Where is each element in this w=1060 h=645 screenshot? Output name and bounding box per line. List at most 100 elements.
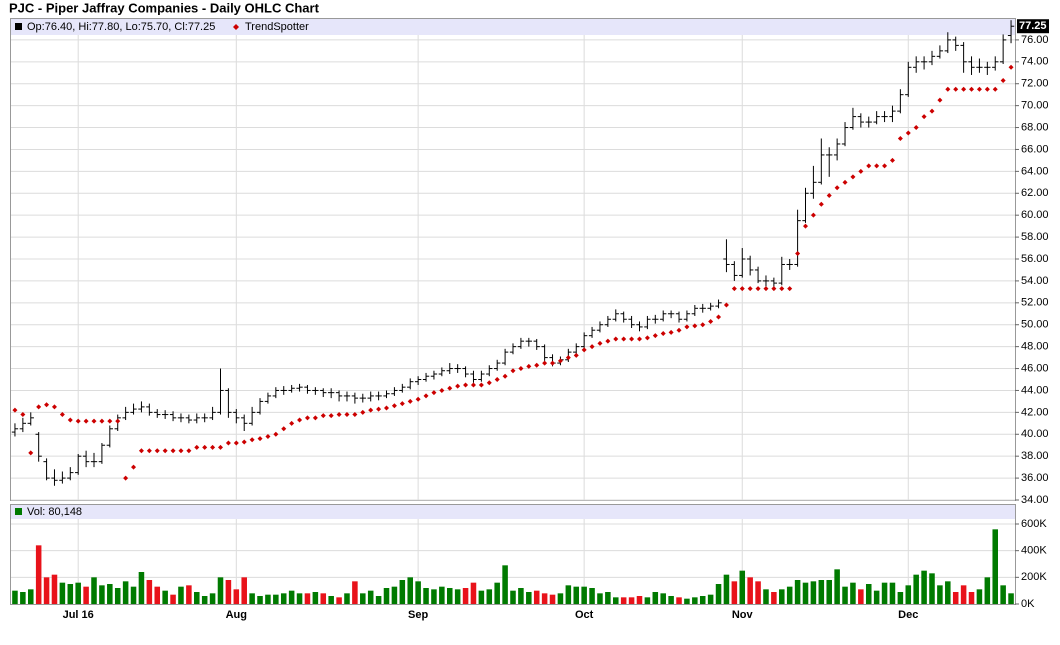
trend-dot xyxy=(415,396,421,402)
volume-bar xyxy=(518,588,524,604)
y-tick-label: 38.00 xyxy=(1021,450,1049,462)
volume-bar xyxy=(107,584,113,604)
trend-dot xyxy=(755,286,761,292)
volume-bar xyxy=(265,594,271,604)
trend-dot xyxy=(423,393,429,399)
trend-dot xyxy=(787,286,793,292)
trend-dot xyxy=(138,448,144,454)
trend-dot xyxy=(486,380,492,386)
volume-bar xyxy=(739,570,746,604)
trend-dot xyxy=(992,86,998,92)
trend-dot xyxy=(368,407,374,413)
y-tick-label: 600K xyxy=(1021,518,1047,530)
ohlc-legend: Op:76.40, Hi:77.80, Lo:75.70, Cl:77.25 xyxy=(27,21,215,33)
trend-dot xyxy=(739,286,745,292)
volume-bar xyxy=(273,594,279,604)
volume-bar xyxy=(541,593,548,604)
volume-bar xyxy=(644,597,651,604)
last-price-label: 77.25 xyxy=(1019,20,1047,32)
y-tick-label: 72.00 xyxy=(1021,78,1049,90)
volume-bar xyxy=(344,593,350,604)
trend-dot xyxy=(186,448,192,454)
y-tick-label: 68.00 xyxy=(1021,121,1049,133)
trend-dot xyxy=(676,327,682,333)
trend-dot xyxy=(550,360,556,366)
volume-bar xyxy=(747,577,753,604)
volume-bar xyxy=(225,580,232,604)
volume-bar xyxy=(130,586,137,604)
trend-dot xyxy=(557,358,563,364)
volume-bar xyxy=(620,597,627,604)
trend-dot xyxy=(99,418,105,424)
volume-bar xyxy=(502,565,508,604)
y-tick-label: 34.00 xyxy=(1021,494,1049,506)
trend-dot xyxy=(605,338,611,344)
volume-bar xyxy=(35,545,42,604)
y-tick-label: 52.00 xyxy=(1021,297,1049,309)
trend-dot xyxy=(257,436,263,442)
volume-bar xyxy=(454,589,461,604)
volume-bar xyxy=(146,580,153,604)
volume-bar xyxy=(209,593,216,604)
volume-bar xyxy=(826,580,832,604)
trend-dot xyxy=(644,335,650,341)
volume-bar xyxy=(478,590,485,604)
trend-dot xyxy=(233,440,239,446)
volume-bar xyxy=(241,577,247,604)
volume-bar xyxy=(786,586,793,604)
trend-dot xyxy=(842,179,848,185)
trend-dot xyxy=(455,383,461,389)
volume-bar xyxy=(881,582,888,604)
trend-dot xyxy=(115,418,121,424)
volume-bar xyxy=(684,598,690,604)
trend-dot xyxy=(573,352,579,358)
last-price-box xyxy=(1017,19,1049,34)
volume-bar xyxy=(375,596,382,604)
volume-bar xyxy=(557,593,564,604)
y-tick-label: 62.00 xyxy=(1021,187,1049,199)
volume-bar xyxy=(383,588,390,604)
trend-dot xyxy=(771,286,777,292)
volume-bar xyxy=(439,586,445,604)
trend-dot xyxy=(273,431,279,437)
trend-dot xyxy=(684,324,690,330)
trend-dot xyxy=(439,387,445,393)
trend-dot xyxy=(312,415,318,421)
volume-bar xyxy=(446,588,453,604)
volume-legend-strip xyxy=(11,505,1015,519)
volume-bar xyxy=(976,589,983,604)
volume-bar xyxy=(43,577,50,604)
trend-dot xyxy=(344,412,350,418)
trend-dot xyxy=(36,404,42,410)
trend-dot xyxy=(265,433,271,439)
trend-dot xyxy=(217,444,223,450)
volume-bar xyxy=(328,596,334,604)
volume-bar xyxy=(352,581,358,604)
trend-dot xyxy=(67,417,73,423)
trend-dot xyxy=(154,448,160,454)
volume-bar xyxy=(723,574,730,604)
volume-bar xyxy=(533,590,540,604)
y-tick-label: 50.00 xyxy=(1021,319,1049,331)
volume-bar xyxy=(945,581,951,604)
volume-bar xyxy=(510,590,516,604)
trend-dot xyxy=(589,344,595,350)
trend-dot xyxy=(320,413,326,419)
y-tick-label: 70.00 xyxy=(1021,100,1049,112)
volume-bar xyxy=(312,592,319,604)
ohlc-key xyxy=(15,23,22,30)
trend-dot xyxy=(407,398,413,404)
volume-bar xyxy=(304,593,311,604)
volume-bar xyxy=(431,589,437,604)
volume-bar xyxy=(913,574,919,604)
y-tick-label: 74.00 xyxy=(1021,56,1049,68)
price-legend-strip xyxy=(11,19,1015,35)
volume-bar xyxy=(952,592,959,604)
trend-dot xyxy=(668,329,674,335)
trend-dot xyxy=(210,444,216,450)
volume-bar xyxy=(91,577,97,604)
trend-dot xyxy=(336,412,342,418)
trend-dot xyxy=(107,418,113,424)
